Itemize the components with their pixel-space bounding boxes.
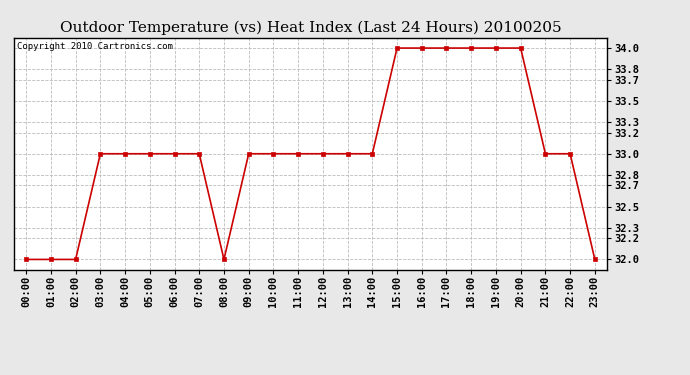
Title: Outdoor Temperature (vs) Heat Index (Last 24 Hours) 20100205: Outdoor Temperature (vs) Heat Index (Las… <box>60 21 561 35</box>
Text: Copyright 2010 Cartronics.com: Copyright 2010 Cartronics.com <box>17 42 172 51</box>
